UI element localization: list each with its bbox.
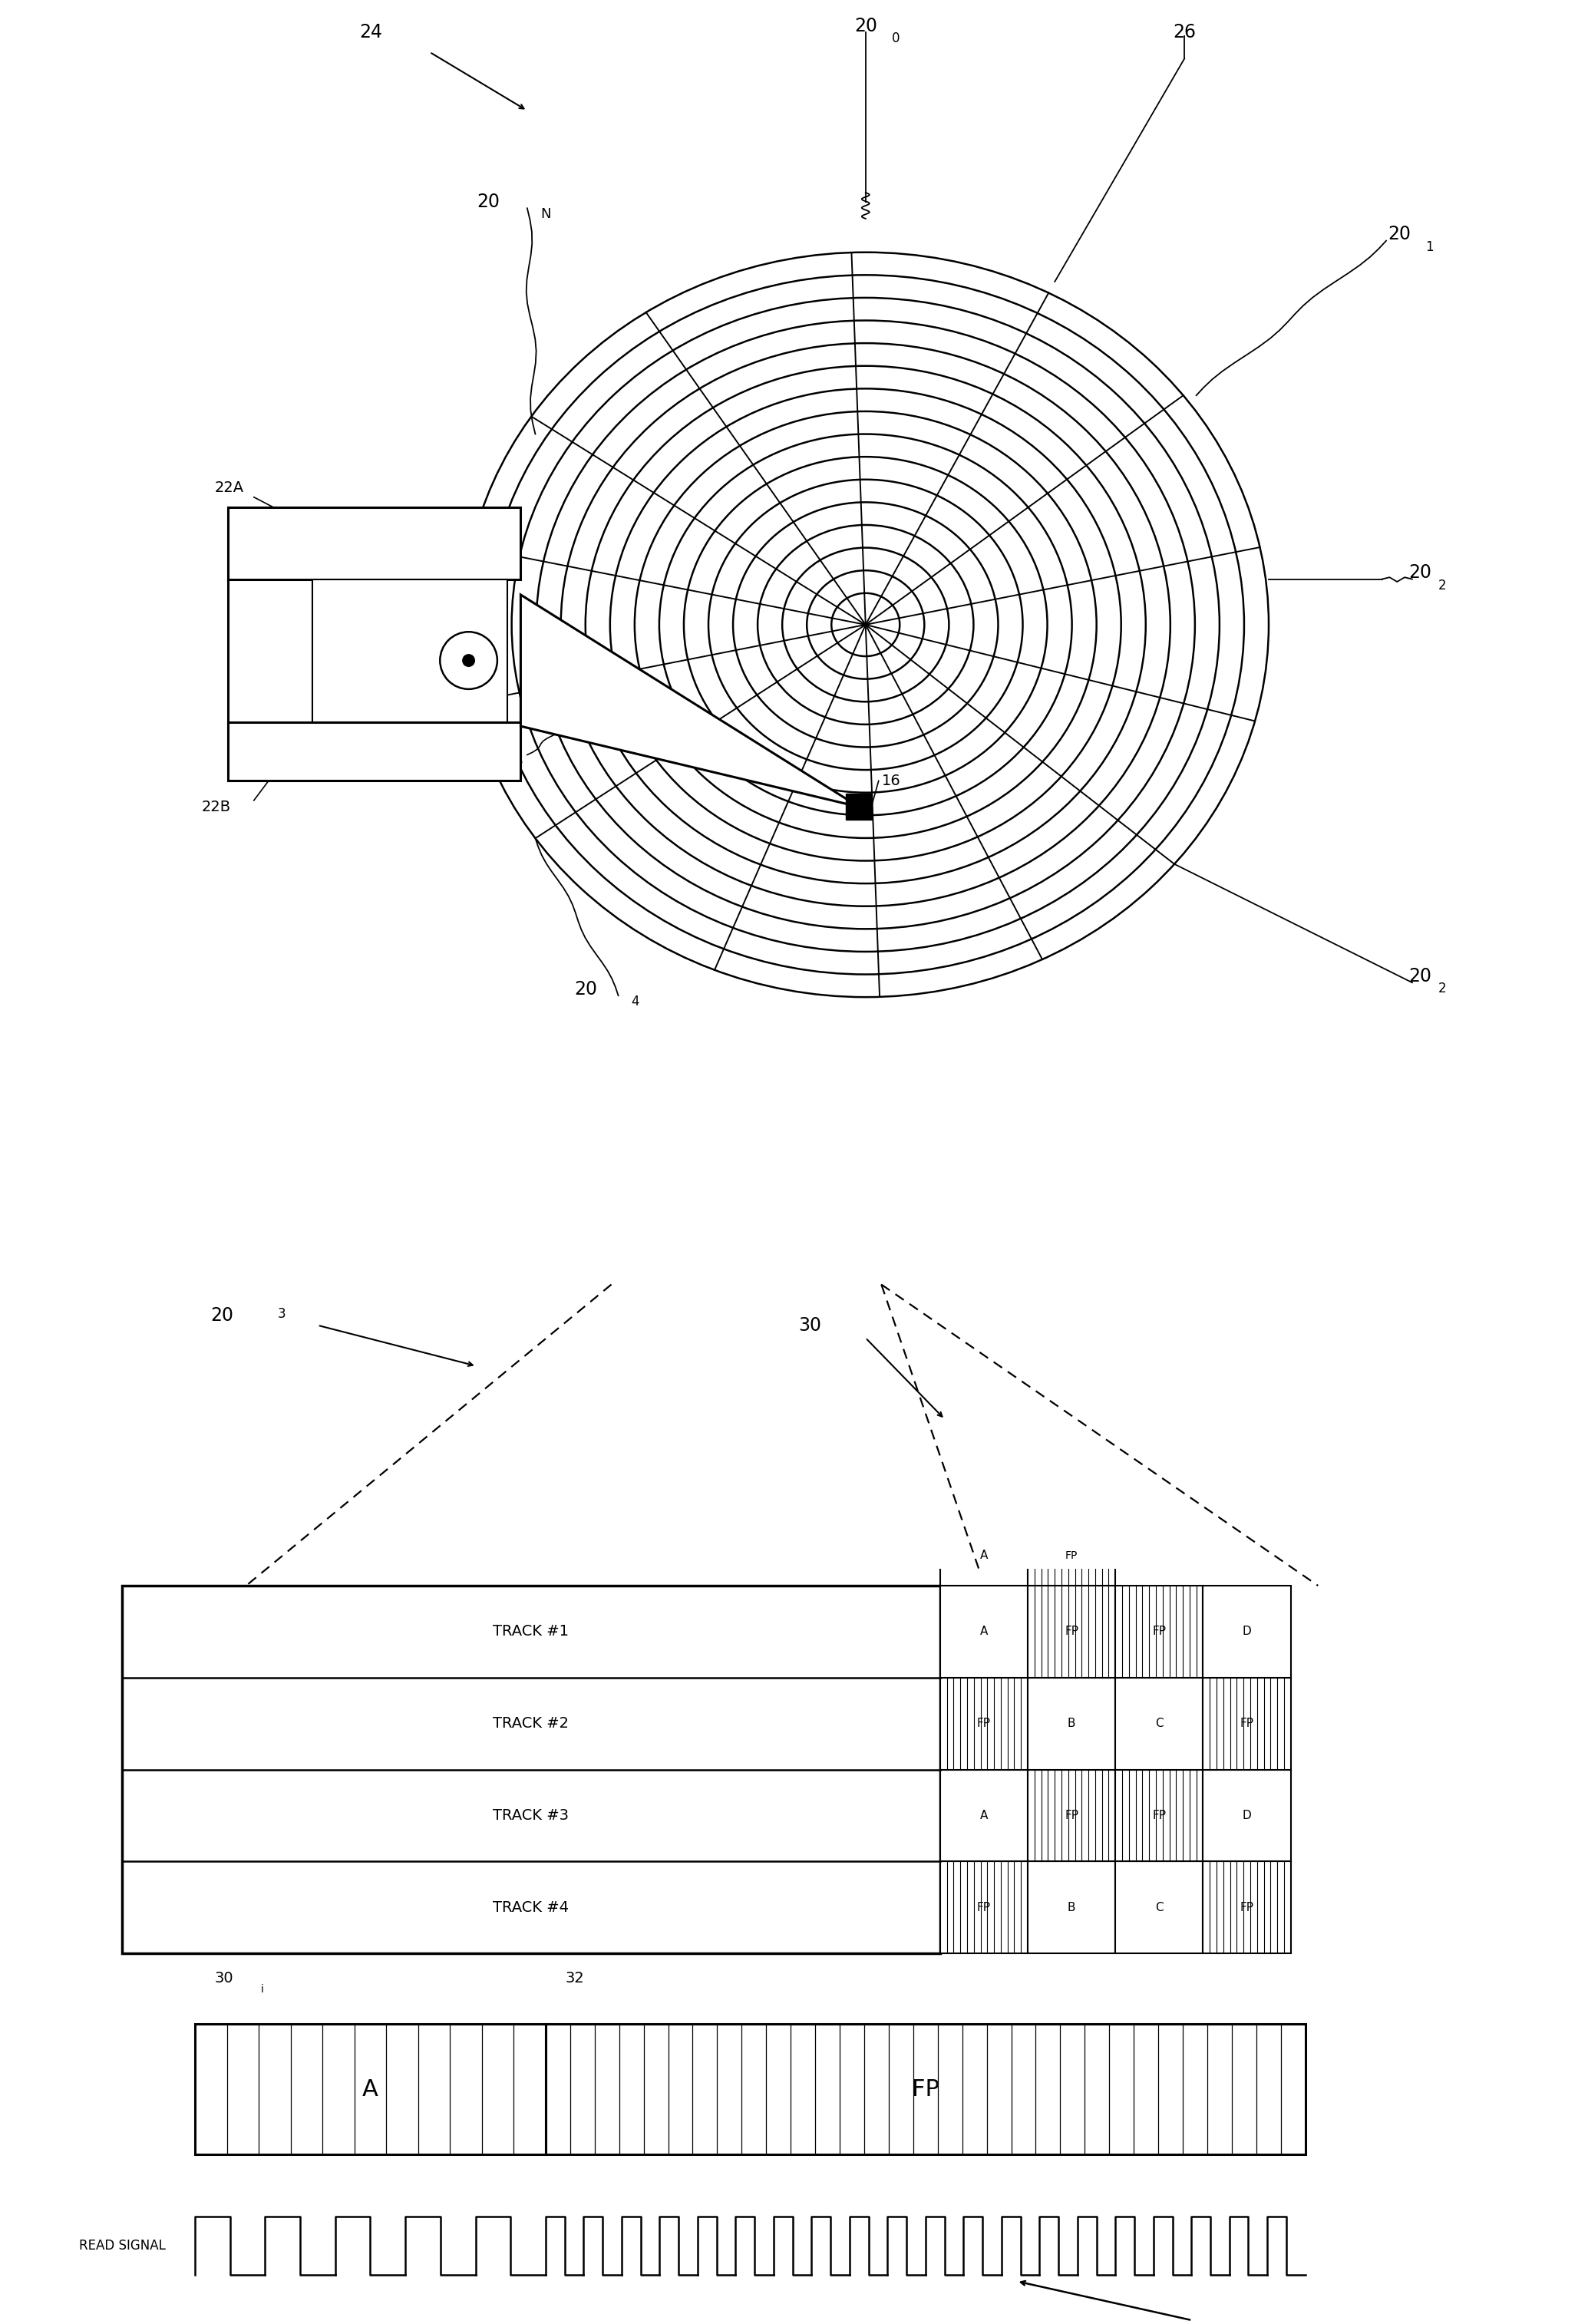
- Polygon shape: [227, 723, 521, 781]
- Bar: [1027, 1769, 1115, 1862]
- Text: 2: 2: [1439, 579, 1447, 593]
- Text: 5: 5: [345, 572, 353, 586]
- Text: D: D: [1242, 1810, 1251, 1822]
- Bar: [940, 1525, 1027, 1585]
- Text: 20: 20: [281, 558, 305, 576]
- Bar: [940, 1862, 1027, 1954]
- Text: 24: 24: [359, 23, 383, 42]
- Bar: [1027, 1585, 1115, 1678]
- Text: 18: 18: [505, 753, 524, 769]
- Text: 20: 20: [854, 16, 877, 35]
- Bar: [122, 1585, 940, 1954]
- Text: 3: 3: [278, 1306, 286, 1320]
- Text: C: C: [1154, 1717, 1164, 1729]
- Text: FP: FP: [977, 1901, 991, 1913]
- Polygon shape: [227, 507, 521, 579]
- Bar: [1115, 1585, 1204, 1678]
- Polygon shape: [521, 595, 859, 806]
- Bar: [1204, 1678, 1291, 1769]
- Text: READ SIGNAL: READ SIGNAL: [79, 2238, 165, 2252]
- Text: 4: 4: [632, 995, 640, 1009]
- Bar: [195, 2024, 546, 2154]
- Text: 20: 20: [575, 981, 597, 999]
- Bar: [1204, 1862, 1291, 1954]
- Text: A: A: [362, 2078, 378, 2101]
- Text: 20: 20: [1409, 562, 1432, 581]
- Text: D: D: [1242, 1627, 1251, 1636]
- Text: A: A: [980, 1810, 988, 1822]
- Text: 30: 30: [799, 1315, 821, 1334]
- Bar: [1204, 1769, 1291, 1862]
- Text: 22A: 22A: [214, 481, 245, 495]
- Text: FP: FP: [977, 1717, 991, 1729]
- Text: 22B: 22B: [202, 799, 232, 813]
- Polygon shape: [313, 579, 508, 723]
- Text: TRACK #4: TRACK #4: [492, 1901, 569, 1915]
- Text: 16: 16: [881, 774, 900, 788]
- Text: TRACK #1: TRACK #1: [492, 1624, 569, 1638]
- Text: A: A: [980, 1550, 988, 1562]
- Circle shape: [462, 653, 475, 667]
- Text: 20: 20: [1388, 225, 1410, 244]
- Text: FP: FP: [1240, 1717, 1255, 1729]
- Bar: [940, 1585, 1027, 1678]
- Text: 20: 20: [211, 1306, 233, 1325]
- Text: 1: 1: [1424, 239, 1434, 253]
- Text: A: A: [980, 1627, 988, 1636]
- Bar: [1027, 1525, 1115, 1585]
- Text: 26: 26: [1174, 23, 1196, 42]
- Text: 20: 20: [476, 193, 500, 211]
- Text: ~20: ~20: [372, 660, 402, 674]
- Text: 30: 30: [214, 1971, 233, 1985]
- Text: 0: 0: [891, 33, 900, 46]
- Bar: [1027, 1678, 1115, 1769]
- Text: FP: FP: [1153, 1627, 1166, 1636]
- Text: B: B: [1067, 1901, 1075, 1913]
- Text: i: i: [260, 1985, 264, 1994]
- Text: FP: FP: [1064, 1810, 1078, 1822]
- Text: 32: 32: [565, 1971, 584, 1985]
- Bar: [940, 1769, 1027, 1862]
- Text: N: N: [540, 207, 551, 221]
- Text: FP: FP: [912, 2078, 939, 2101]
- Bar: [1115, 1862, 1204, 1954]
- Text: 20: 20: [1409, 967, 1432, 985]
- Text: TRACK #2: TRACK #2: [492, 1715, 569, 1731]
- Text: FP: FP: [1066, 1550, 1078, 1562]
- Bar: [1204, 1585, 1291, 1678]
- Text: TRACK #3: TRACK #3: [492, 1808, 569, 1822]
- Bar: [1115, 1678, 1204, 1769]
- Text: C: C: [1154, 1901, 1164, 1913]
- Bar: [940, 1678, 1027, 1769]
- Text: 2: 2: [1439, 981, 1447, 995]
- Text: B: B: [1067, 1717, 1075, 1729]
- Bar: [846, 795, 872, 820]
- Bar: [1027, 1862, 1115, 1954]
- Text: FP: FP: [1064, 1627, 1078, 1636]
- Bar: [1115, 1769, 1204, 1862]
- Polygon shape: [227, 507, 313, 781]
- Text: FP: FP: [1240, 1901, 1255, 1913]
- Bar: [546, 2024, 1305, 2154]
- Text: FP: FP: [1153, 1810, 1166, 1822]
